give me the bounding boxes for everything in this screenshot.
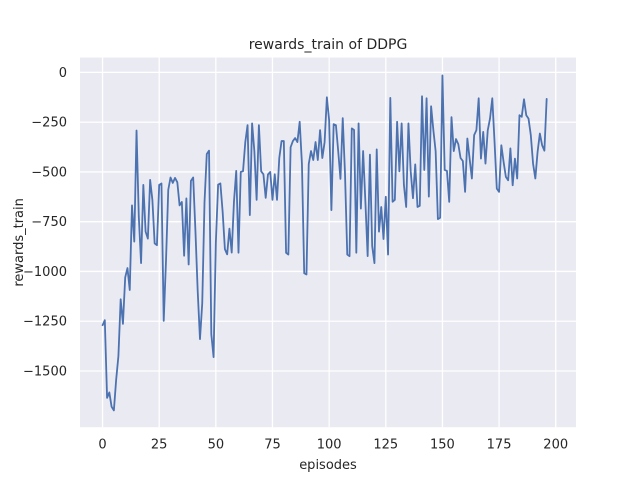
chart-title: rewards_train of DDPG (249, 37, 408, 53)
x-tick-label: 200 (543, 438, 568, 453)
y-tick-label: −1250 (23, 315, 67, 330)
series-layer (101, 74, 548, 412)
y-tick-label: 0 (59, 66, 67, 81)
y-tick-label: −250 (31, 116, 67, 131)
x-tick-label: 125 (373, 438, 398, 453)
tick-layer: 0 25 50 75 100 125 150 175 200 0 −250 −500 −750 −1000… (23, 66, 568, 453)
x-tick-label: 150 (430, 438, 455, 453)
x-axis-label: episodes (299, 458, 357, 473)
x-tick-label: 25 (151, 438, 168, 453)
x-tick-label: 50 (208, 438, 225, 453)
y-tick-label: −750 (31, 215, 67, 230)
x-tick-label: 175 (487, 438, 512, 453)
y-tick-label: −1500 (23, 364, 67, 379)
x-tick-label: 0 (98, 438, 106, 453)
y-tick-label: −1000 (23, 265, 67, 280)
series-line (101, 74, 548, 412)
x-tick-label: 100 (317, 438, 342, 453)
x-tick-label: 75 (264, 438, 281, 453)
y-tick-label: −500 (31, 165, 67, 180)
y-axis-label: rewards_train (12, 198, 27, 287)
